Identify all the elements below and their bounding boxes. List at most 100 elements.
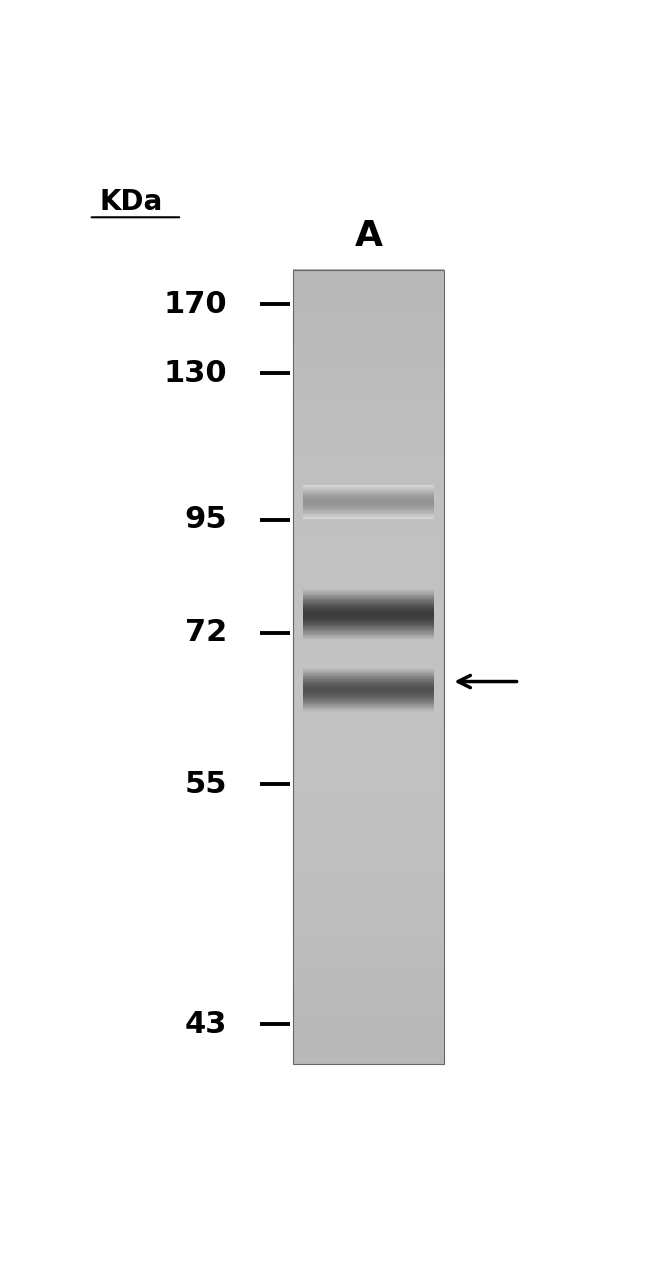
Bar: [292, 1010, 444, 1014]
Bar: [292, 1054, 444, 1058]
Bar: [292, 978, 444, 982]
Bar: [292, 478, 444, 482]
Bar: [292, 287, 444, 291]
Bar: [292, 1023, 444, 1027]
Bar: [292, 449, 444, 453]
Bar: [292, 753, 444, 757]
Bar: [292, 703, 444, 706]
Bar: [292, 280, 444, 284]
Bar: [292, 539, 444, 543]
Bar: [292, 999, 444, 1002]
Bar: [292, 873, 444, 875]
Bar: [292, 895, 444, 899]
Bar: [292, 885, 444, 889]
Bar: [292, 444, 444, 448]
Bar: [292, 515, 444, 519]
Bar: [292, 859, 444, 862]
Bar: [292, 925, 444, 929]
Bar: [292, 750, 444, 754]
Bar: [292, 584, 444, 588]
Bar: [292, 520, 444, 524]
Bar: [292, 285, 444, 289]
Bar: [292, 322, 444, 326]
Bar: [292, 319, 444, 323]
Bar: [292, 1047, 444, 1051]
Bar: [292, 740, 444, 744]
Bar: [292, 513, 444, 516]
Text: 43: 43: [185, 1010, 227, 1039]
Bar: [292, 795, 444, 799]
Bar: [292, 1020, 444, 1024]
Bar: [292, 383, 444, 387]
Bar: [292, 692, 444, 696]
Bar: [292, 375, 444, 379]
Bar: [292, 380, 444, 384]
Bar: [292, 510, 444, 514]
Bar: [292, 663, 444, 667]
Bar: [292, 922, 444, 926]
Bar: [292, 481, 444, 485]
Bar: [292, 817, 444, 820]
Bar: [292, 576, 444, 580]
Bar: [292, 1057, 444, 1061]
Bar: [292, 870, 444, 873]
Bar: [292, 655, 444, 659]
Bar: [292, 822, 444, 826]
Bar: [292, 695, 444, 698]
Bar: [292, 1033, 444, 1037]
Bar: [292, 422, 444, 426]
Bar: [292, 571, 444, 574]
Bar: [292, 806, 444, 810]
Bar: [292, 775, 444, 778]
Bar: [292, 819, 444, 823]
Bar: [292, 658, 444, 661]
Bar: [292, 491, 444, 495]
Bar: [292, 635, 444, 637]
Bar: [292, 436, 444, 439]
Bar: [292, 608, 444, 612]
Bar: [292, 1037, 444, 1039]
Bar: [292, 613, 444, 617]
Bar: [292, 1015, 444, 1019]
Bar: [292, 324, 444, 328]
Text: KDa: KDa: [100, 188, 163, 216]
Bar: [292, 502, 444, 505]
Bar: [292, 434, 444, 436]
Bar: [292, 856, 444, 860]
Bar: [292, 743, 444, 747]
Bar: [292, 496, 444, 500]
Bar: [292, 486, 444, 490]
Bar: [292, 642, 444, 646]
Bar: [292, 343, 444, 347]
Bar: [292, 351, 444, 355]
Bar: [292, 706, 444, 710]
Bar: [292, 309, 444, 313]
Bar: [292, 637, 444, 640]
Bar: [292, 941, 444, 945]
Bar: [292, 420, 444, 424]
Bar: [292, 780, 444, 784]
Bar: [292, 385, 444, 389]
Bar: [292, 1007, 444, 1011]
Bar: [292, 312, 444, 315]
Bar: [292, 772, 444, 775]
Bar: [292, 758, 444, 762]
Bar: [292, 534, 444, 537]
Bar: [292, 1005, 444, 1007]
Bar: [292, 1049, 444, 1053]
Bar: [292, 528, 444, 532]
Bar: [292, 277, 444, 281]
Bar: [292, 378, 444, 382]
Bar: [292, 290, 444, 294]
Bar: [292, 711, 444, 715]
Bar: [292, 880, 444, 884]
Bar: [292, 836, 444, 838]
Bar: [292, 402, 444, 404]
Bar: [292, 640, 444, 644]
Bar: [292, 838, 444, 841]
Bar: [292, 701, 444, 703]
Bar: [292, 761, 444, 764]
Bar: [292, 616, 444, 619]
Bar: [292, 468, 444, 471]
Bar: [292, 782, 444, 786]
